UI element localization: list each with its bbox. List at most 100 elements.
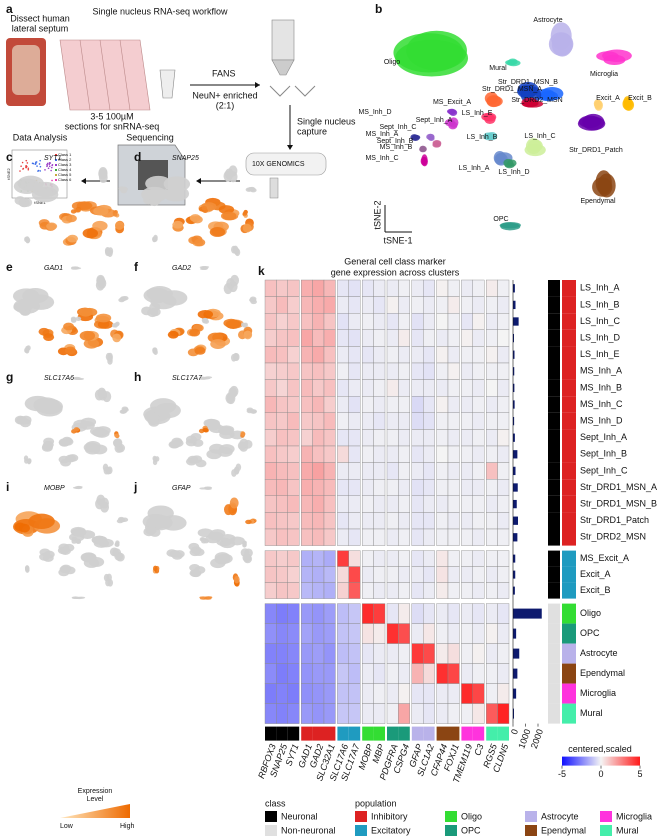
cluster-label: Excit_A xyxy=(596,95,620,102)
heatmap-cell xyxy=(264,296,277,314)
heatmap-cell xyxy=(486,643,498,664)
heatmap-cell xyxy=(373,412,386,430)
heatmap-cell xyxy=(497,528,510,546)
heatmap-cell xyxy=(436,362,449,380)
mini-point xyxy=(46,163,48,166)
heatmap-cell xyxy=(264,528,277,546)
population-cell xyxy=(562,512,576,529)
cell-blob xyxy=(114,433,119,438)
mini-point xyxy=(36,165,38,167)
heatmap-cell xyxy=(362,623,374,644)
cluster-label: Str_DRD1_MSN_B xyxy=(498,79,558,86)
cell-blob xyxy=(70,317,77,322)
heatmap-cell xyxy=(497,703,510,724)
cell-blob xyxy=(79,330,96,341)
cluster-label: Excit_B xyxy=(628,95,652,102)
heatmap-cell xyxy=(276,582,288,599)
heatmap-cell xyxy=(373,279,386,297)
heatmap-cell xyxy=(287,512,300,530)
heatmap-cell xyxy=(362,683,374,704)
heatmap-cell xyxy=(497,643,510,664)
tsne-axes xyxy=(384,205,412,233)
heatmap-cell xyxy=(436,462,449,480)
sorter xyxy=(271,19,295,61)
cell-blob xyxy=(194,566,206,574)
count-bar xyxy=(513,628,517,639)
heatmap-cell xyxy=(398,479,410,497)
cell-blob xyxy=(92,220,108,231)
cell-blob xyxy=(77,307,94,317)
heatmap-cell xyxy=(323,603,336,624)
heatmap-cell xyxy=(472,663,485,684)
cell-blob xyxy=(103,573,110,582)
heatmap-cell xyxy=(373,683,386,704)
heatmap-cell xyxy=(362,566,374,583)
cell-blob xyxy=(228,171,238,183)
cluster-blob xyxy=(421,156,428,167)
row-label: Sept_Inh_A xyxy=(580,432,627,442)
heatmap-cell xyxy=(373,703,386,724)
legend-label: Microglia xyxy=(616,811,652,821)
heatmap-cell xyxy=(486,603,498,624)
heatmap-cell xyxy=(312,296,325,314)
heatmap-cell xyxy=(472,603,485,624)
heatmap-cell xyxy=(472,703,485,724)
mini-point xyxy=(48,165,51,167)
heatmap-cell xyxy=(497,683,510,704)
cell-blob xyxy=(28,513,55,530)
heatmap-cell xyxy=(323,528,336,546)
heatmap-cell xyxy=(362,313,374,331)
heatmap-cell xyxy=(472,429,485,447)
panel-label: g xyxy=(6,370,13,384)
cell-blob xyxy=(120,188,128,194)
heatmap-cell xyxy=(312,445,325,463)
cell-blob xyxy=(218,426,234,436)
heatmap-cell xyxy=(436,479,449,497)
colorbar-tick-label: 0 xyxy=(598,769,603,779)
heatmap-cell xyxy=(461,346,473,364)
cell-blob xyxy=(197,528,214,538)
population-cell xyxy=(562,663,576,684)
heatmap-cell xyxy=(472,495,485,513)
heatmap-cell xyxy=(461,479,473,497)
panel-label: d xyxy=(134,150,141,164)
cluster-label: Sept_Inh_A xyxy=(416,117,453,124)
heatmap-cell xyxy=(411,528,424,546)
gene-name: GAD1 xyxy=(44,265,63,272)
heatmap-cell xyxy=(486,379,498,397)
heatmap-cell xyxy=(337,512,349,530)
heatmap-cell xyxy=(436,313,449,331)
heatmap-cell xyxy=(287,603,300,624)
heatmap-cell xyxy=(373,313,386,331)
heatmap-cell xyxy=(276,603,288,624)
heatmap-cell xyxy=(287,362,300,380)
heatmap-cell xyxy=(423,603,435,624)
heatmap-cell xyxy=(312,603,325,624)
cell-blob xyxy=(204,597,212,600)
heatmap-cell xyxy=(276,528,288,546)
heatmap-cell xyxy=(287,643,300,664)
heatmap-cell xyxy=(461,643,473,664)
count-bar xyxy=(513,433,515,442)
heatmap-cell xyxy=(287,703,300,724)
mini-point xyxy=(50,169,52,172)
heatmap-cell xyxy=(337,528,349,546)
column-class-cell xyxy=(387,726,399,741)
heatmap-cell xyxy=(461,313,473,331)
heatmap-cell xyxy=(423,495,435,513)
heatmap-cell xyxy=(301,362,313,380)
heatmap-cell xyxy=(486,703,498,724)
heatmap-cell xyxy=(411,429,424,447)
heatmap-cell xyxy=(276,379,288,397)
row-label: LS_Inh_C xyxy=(580,316,621,326)
heatmap-cell xyxy=(312,396,325,414)
cell-blob xyxy=(64,346,76,355)
heatmap-cell xyxy=(337,462,349,480)
heatmap-cell xyxy=(287,495,300,513)
row-label: MS_Inh_C xyxy=(580,399,623,409)
heatmap-cell xyxy=(486,663,498,684)
cell-blob xyxy=(214,554,231,565)
cell-blob xyxy=(242,223,252,233)
heatmap-cell xyxy=(386,346,399,364)
workflow-text: 10X GENOMICS xyxy=(252,161,305,168)
